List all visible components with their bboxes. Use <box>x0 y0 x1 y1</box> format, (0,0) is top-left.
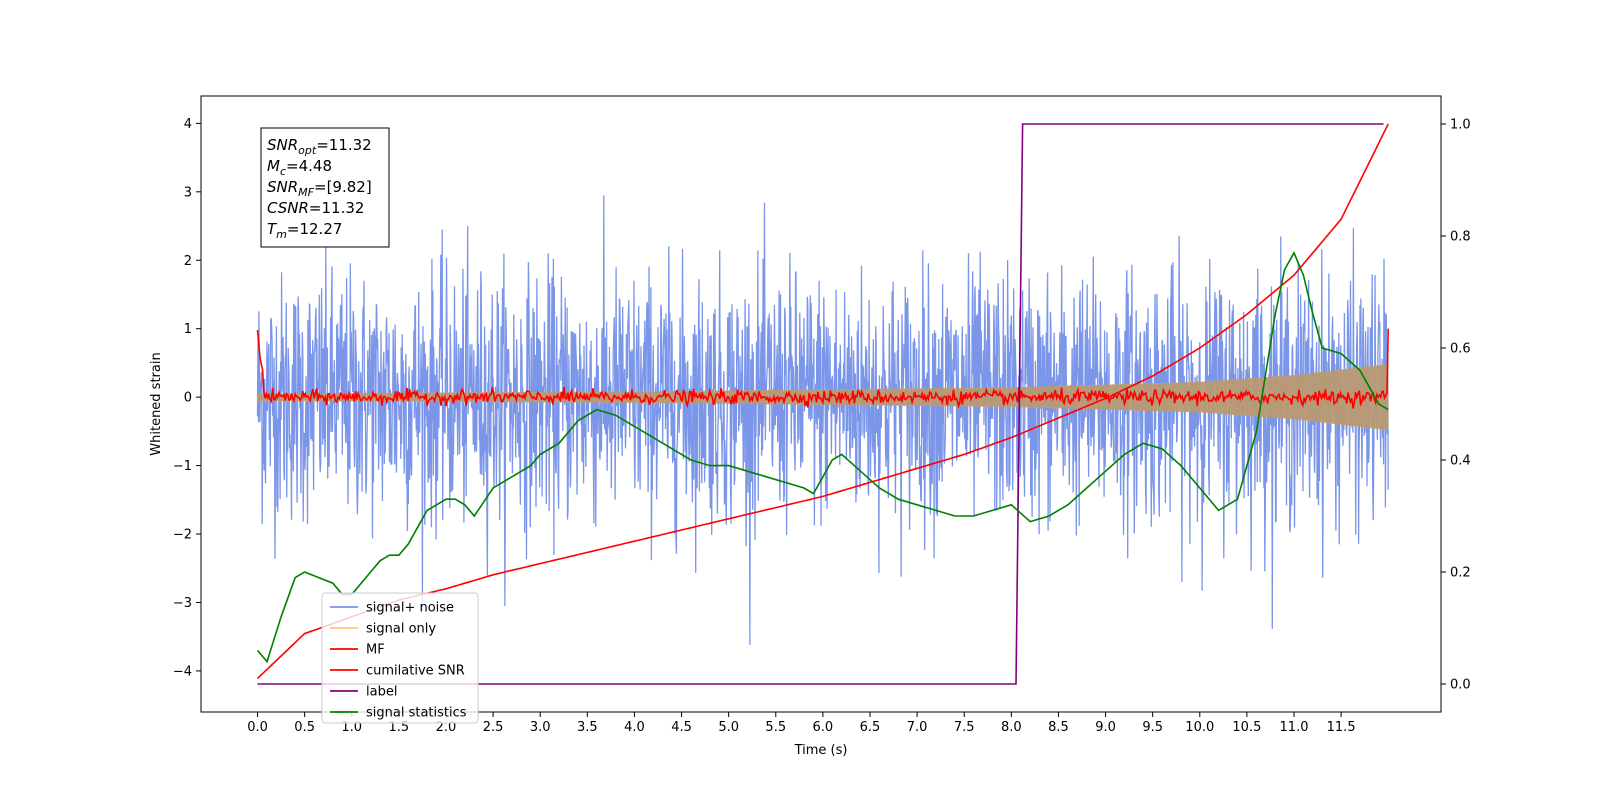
x-tick-label: 3.0 <box>530 720 551 735</box>
x-tick-label: 10.5 <box>1232 720 1261 735</box>
annotation-line: CSNR=11.32 <box>267 199 364 217</box>
y-axis-title: Whitened strain <box>149 352 164 455</box>
x-tick-label: 4.0 <box>624 720 645 735</box>
annotation-line: Tm=12.27 <box>267 220 342 241</box>
x-tick-label: 1.0 <box>341 720 362 735</box>
x-tick-label: 4.5 <box>671 720 692 735</box>
plot-frame <box>200 95 1442 713</box>
annotation-line: SNRMF=[9.82] <box>267 178 372 199</box>
x-tick-label: 5.5 <box>765 720 786 735</box>
x-tick-label: 7.0 <box>907 720 928 735</box>
series-signal-statistics-line <box>256 250 1389 664</box>
legend-label: MF <box>366 643 385 658</box>
y-tick-label: −3 <box>173 596 192 611</box>
legend-label: cumilative SNR <box>366 664 465 679</box>
y-tick-label: 3 <box>184 185 192 200</box>
x-tick-label: 0.5 <box>294 720 315 735</box>
x-tick-label: 11.0 <box>1280 720 1309 735</box>
y-tick-label: 1 <box>184 322 192 337</box>
x-tick-label: 8.0 <box>1001 720 1022 735</box>
series-signal-noise-line <box>256 195 1389 645</box>
series-cumilative-snr-line <box>256 123 1389 679</box>
x-axis: 0.0 0.5 1.0 1.5 2.0 2.5 3.0 3.5 4.0 4.5 5.0 5.5 6.0 6… <box>247 712 1356 735</box>
legend-label: signal only <box>366 622 436 637</box>
y2-tick-label: 0.4 <box>1450 454 1471 469</box>
y-tick-label: −2 <box>173 528 192 543</box>
x-tick-label: 10.0 <box>1185 720 1214 735</box>
x-tick-label: 9.0 <box>1095 720 1116 735</box>
legend-label: signal+ noise <box>366 601 454 616</box>
legend: signal+ noise signal only MF cumilative SNR… <box>321 592 479 724</box>
y-tick-label: 2 <box>184 254 192 269</box>
x-tick-label: 1.5 <box>389 720 410 735</box>
y-tick-label: 0 <box>184 391 192 406</box>
y-axis-left: −4 −3 −2 −1 0 1 2 3 4 <box>173 117 201 679</box>
x-tick-label: 2.5 <box>483 720 504 735</box>
y-tick-label: −1 <box>173 459 192 474</box>
legend-frame <box>321 592 479 724</box>
legend-label: signal statistics <box>366 706 467 721</box>
x-tick-label: 11.5 <box>1327 720 1356 735</box>
x-tick-label: 2.0 <box>436 720 457 735</box>
series-label-line <box>257 123 1384 685</box>
x-tick-label: 3.5 <box>577 720 598 735</box>
x-tick-label: 6.0 <box>813 720 834 735</box>
x-tick-label: 6.5 <box>860 720 881 735</box>
y-tick-label: 4 <box>184 117 192 132</box>
y2-tick-label: 0.6 <box>1450 342 1471 357</box>
x-tick-label: 8.5 <box>1048 720 1069 735</box>
x-tick-label: 0.0 <box>247 720 268 735</box>
series-mf-line <box>256 328 1389 409</box>
x-axis-title: Time (s) <box>794 743 848 758</box>
annotation-line: Mc=4.48 <box>267 157 332 178</box>
stats-annotation-box: SNRopt=11.32Mc=4.48SNRMF=[9.82]CSNR=11.3… <box>260 127 390 248</box>
plot-area <box>256 123 1389 685</box>
y2-tick-label: 0.2 <box>1450 566 1471 581</box>
y2-tick-label: 0.0 <box>1450 678 1471 693</box>
y-axis-right: 0.0 0.2 0.4 0.6 0.8 1.0 <box>1441 118 1471 693</box>
x-tick-label: 9.5 <box>1142 720 1163 735</box>
legend-label: label <box>366 685 397 700</box>
annotation-frame <box>260 127 390 248</box>
x-tick-label: 5.0 <box>718 720 739 735</box>
y2-tick-label: 1.0 <box>1450 118 1471 133</box>
y2-tick-label: 0.8 <box>1450 230 1471 245</box>
annotation-line: SNRopt=11.32 <box>267 136 372 157</box>
y-tick-label: −4 <box>173 664 192 679</box>
x-tick-label: 7.5 <box>954 720 975 735</box>
